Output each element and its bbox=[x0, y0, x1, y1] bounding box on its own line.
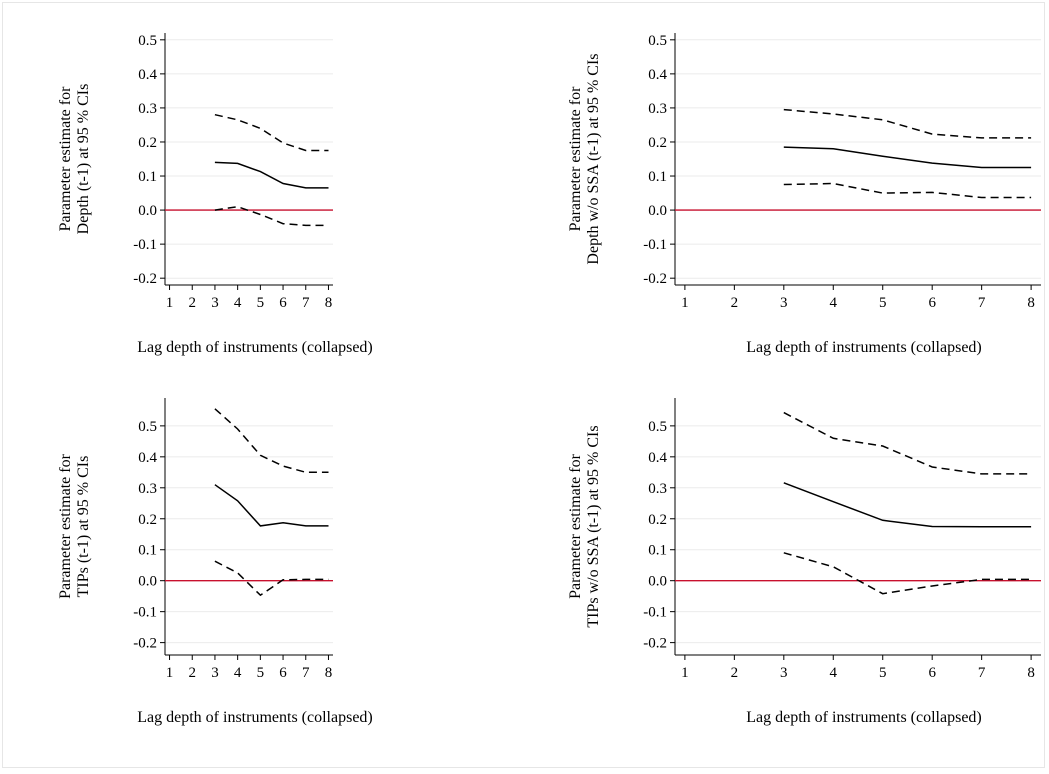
x-tick-label: 5 bbox=[879, 295, 887, 311]
y-tick-label: 0.1 bbox=[648, 543, 667, 559]
y-tick-label: 0.5 bbox=[648, 419, 667, 435]
series-estimate-line bbox=[214, 161, 329, 189]
y-tick-label: 0.0 bbox=[648, 574, 667, 590]
x-tick-label: 5 bbox=[257, 295, 265, 311]
x-tick-label: 3 bbox=[211, 665, 219, 681]
x-tick-label: 4 bbox=[830, 665, 838, 681]
y-tick-label: -0.1 bbox=[643, 237, 667, 253]
panel-4: -0.2 -0.1 0.0 0.1 0.2 0.3 0.4 0.5 1 2 3 4 5 6 7 8 Lag de… bbox=[567, 398, 1041, 726]
y-axis-title-line-1: Parameter estimate for bbox=[567, 86, 584, 231]
series-upper-ci-line bbox=[783, 411, 1032, 475]
y-tick-label: -0.2 bbox=[133, 271, 157, 287]
y-axis-title-line-2: TIPs w/o SSA (t-1) at 95 % CIs bbox=[585, 425, 602, 627]
series-estimate-line bbox=[783, 146, 1032, 169]
x-tick-label: 8 bbox=[325, 665, 333, 681]
series-lower-ci-line bbox=[783, 552, 1032, 595]
y-tick-label: -0.2 bbox=[643, 636, 667, 652]
y-tick-label: 0.4 bbox=[138, 450, 157, 466]
panel-3: -0.2 -0.1 0.0 0.1 0.2 0.3 0.4 0.5 1 2 3 4 5 6 7 8 Lag de… bbox=[57, 398, 373, 726]
y-tick-label: 0.4 bbox=[648, 450, 667, 466]
x-tick-label: 7 bbox=[302, 295, 310, 311]
y-tick-label: 0.3 bbox=[648, 101, 667, 117]
y-tick-label: 0.2 bbox=[648, 135, 667, 151]
y-axis-title-line-2: Depth (t-1) at 95 % CIs bbox=[75, 84, 92, 235]
x-tick-label: 3 bbox=[211, 295, 219, 311]
y-tick-label: 0.2 bbox=[138, 512, 157, 528]
y-tick-label: -0.2 bbox=[643, 271, 667, 287]
series-lower-ci-line bbox=[783, 182, 1032, 199]
x-tick-label: 2 bbox=[188, 295, 196, 311]
x-tick-label: 4 bbox=[234, 295, 242, 311]
x-tick-label: 3 bbox=[780, 665, 788, 681]
series-estimate-line bbox=[214, 484, 329, 527]
x-tick-label: 3 bbox=[780, 295, 788, 311]
x-axis-title: Lag depth of instruments (collapsed) bbox=[137, 339, 373, 356]
x-tick-label: 7 bbox=[978, 295, 986, 311]
y-axis-title-line-2: TIPs (t-1) at 95 % CIs bbox=[75, 456, 92, 598]
x-axis-title: Lag depth of instruments (collapsed) bbox=[746, 709, 982, 726]
y-tick-label: 0.0 bbox=[648, 203, 667, 219]
x-axis-title: Lag depth of instruments (collapsed) bbox=[746, 339, 982, 356]
series-lower-ci-line bbox=[214, 560, 329, 597]
x-tick-label: 6 bbox=[279, 665, 287, 681]
y-axis-title-line-1: Parameter estimate for bbox=[57, 453, 74, 598]
x-tick-label: 6 bbox=[928, 295, 936, 311]
x-tick-label: 1 bbox=[681, 665, 689, 681]
y-tick-label: 0.3 bbox=[138, 481, 157, 497]
y-tick-label: 0.0 bbox=[138, 574, 157, 590]
x-tick-label: 2 bbox=[731, 665, 739, 681]
y-axis-title-line-1: Parameter estimate for bbox=[567, 453, 584, 598]
x-tick-label: 8 bbox=[1027, 665, 1035, 681]
x-tick-label: 8 bbox=[325, 295, 333, 311]
y-axis-title-line-1: Parameter estimate for bbox=[57, 86, 74, 231]
x-tick-label: 8 bbox=[1027, 295, 1035, 311]
x-axis-title: Lag depth of instruments (collapsed) bbox=[137, 709, 373, 726]
y-tick-label: -0.1 bbox=[133, 605, 157, 621]
panel-1: -0.2 -0.1 0.0 0.1 0.2 0.3 0.4 0.5 1 2 3 4 5 6 7 8 Lag de… bbox=[57, 33, 373, 356]
x-tick-label: 6 bbox=[928, 665, 936, 681]
series-upper-ci-line bbox=[214, 113, 329, 152]
series-upper-ci-line bbox=[783, 108, 1032, 139]
x-tick-label: 7 bbox=[978, 665, 986, 681]
y-tick-label: 0.5 bbox=[138, 419, 157, 435]
series-upper-ci-line bbox=[214, 408, 329, 474]
y-tick-label: 0.1 bbox=[138, 169, 157, 185]
y-tick-label: 0.1 bbox=[138, 543, 157, 559]
series-lower-ci-line bbox=[214, 205, 329, 227]
y-tick-label: 0.5 bbox=[648, 33, 667, 49]
y-tick-label: 0.4 bbox=[648, 67, 667, 83]
y-tick-label: 0.4 bbox=[138, 67, 157, 83]
x-tick-label: 7 bbox=[302, 665, 310, 681]
x-tick-label: 6 bbox=[279, 295, 287, 311]
y-tick-label: -0.1 bbox=[643, 605, 667, 621]
y-axis-title-line-2: Depth w/o SSA (t-1) at 95 % CIs bbox=[585, 53, 602, 264]
y-tick-label: 0.2 bbox=[648, 512, 667, 528]
series-estimate-line bbox=[783, 482, 1032, 528]
x-tick-label: 1 bbox=[166, 295, 174, 311]
panel-2: -0.2 -0.1 0.0 0.1 0.2 0.3 0.4 0.5 1 2 3 4 5 6 7 8 Lag de… bbox=[567, 33, 1041, 356]
y-tick-label: 0.0 bbox=[138, 203, 157, 219]
y-tick-label: -0.2 bbox=[133, 636, 157, 652]
x-tick-label: 4 bbox=[830, 295, 838, 311]
y-tick-label: -0.1 bbox=[133, 237, 157, 253]
x-tick-label: 1 bbox=[681, 295, 689, 311]
y-tick-label: 0.3 bbox=[138, 101, 157, 117]
x-tick-label: 1 bbox=[166, 665, 174, 681]
y-tick-label: 0.3 bbox=[648, 481, 667, 497]
x-tick-label: 4 bbox=[234, 665, 242, 681]
y-tick-label: 0.5 bbox=[138, 33, 157, 49]
x-tick-label: 2 bbox=[188, 665, 196, 681]
x-tick-label: 5 bbox=[879, 665, 887, 681]
x-tick-label: 5 bbox=[257, 665, 265, 681]
x-tick-label: 2 bbox=[731, 295, 739, 311]
y-tick-label: 0.1 bbox=[648, 169, 667, 185]
y-tick-label: 0.2 bbox=[138, 135, 157, 151]
